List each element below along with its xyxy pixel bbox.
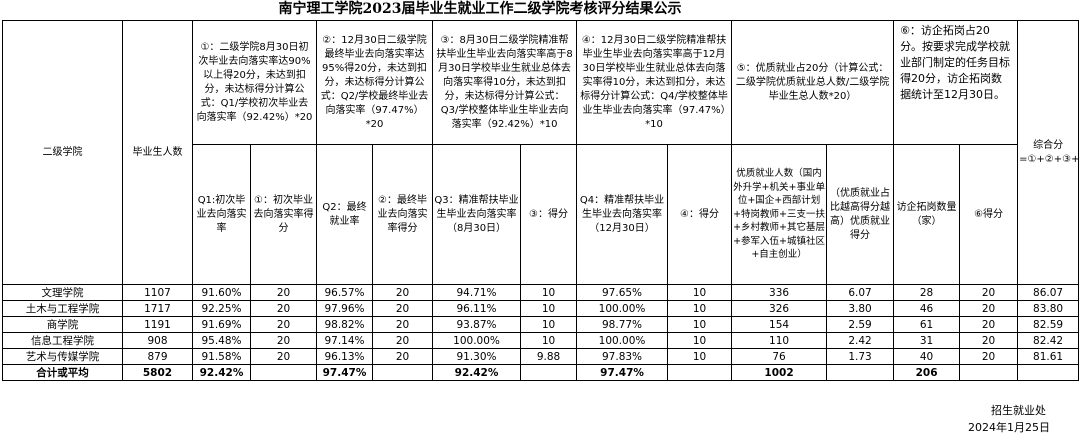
header-s1: ①：初次毕业去向落实率得分: [250, 144, 317, 285]
header-college: 二级学院: [2, 20, 123, 285]
header-total: 综合分=①+②+③+④+⑤+⑥: [1017, 20, 1080, 285]
table-row: 商学院 1191 91.69% 20 98.82% 20 93.87% 10 9…: [2, 316, 1080, 333]
header-rule-5: ⑤：优质就业占20分（计算公式：二级学院优质就业总人数/二级学院毕业生总人数*2…: [731, 20, 895, 145]
header-rule-4: ④：12月30日二级学院精准帮扶毕业生毕业去向落实率高于12月30日学校毕业生就…: [576, 20, 733, 145]
footer-date: 2024年1月25日: [968, 421, 1050, 434]
header-q1: Q1:初次毕业去向落实率: [192, 144, 251, 285]
header-s2: ②：最终毕业去向落实率得分: [371, 144, 434, 285]
header-q4: Q4：精准帮扶毕业生毕业去向落实率（12月30日）: [576, 144, 669, 285]
footer-unit: 招生就业处: [991, 404, 1046, 417]
header-rule-1: ①：二级学院8月30日初次毕业去向落实率达90%以上得20分，未达到扣分，未达标…: [192, 20, 317, 145]
header-q5: 优质就业人数（国内外升学+机关+事业单位+国企+西部计划+特岗教师+三支一扶+乡…: [731, 144, 828, 285]
table-row: 信息工程学院 908 95.48% 20 97.14% 20 100.00% 1…: [2, 332, 1080, 349]
page-title: 南宁理工学院2023届毕业生就业工作二级学院考核评分结果公示: [278, 1, 682, 17]
table-row: 土木与工程学院 1717 92.25% 20 97.96% 20 96.11% …: [2, 300, 1080, 317]
table-row: 文理学院 1107 91.60% 20 96.57% 20 94.71% 10 …: [2, 284, 1080, 301]
header-grads: 毕业生人数: [122, 20, 193, 285]
totals-label: 合计或平均: [2, 364, 123, 381]
score-table: 二级学院 毕业生人数 ①：二级学院8月30日初次毕业去向落实率达90%以上得20…: [2, 20, 1080, 381]
header-q3: Q3：精准帮扶毕业生毕业去向落实率（8月30日）: [432, 144, 522, 285]
header-rule-2: ②：12月30日二级学院最终毕业去向落实率达95%得20分，未达到扣分，未达标得…: [315, 20, 434, 145]
header-q6: 访企拓岗数量（家）: [893, 144, 961, 285]
header-q2: Q2：最终就业率: [316, 144, 373, 285]
header-r5: （优质就业占比越高得分越高）优质就业得分: [826, 144, 895, 285]
table-row: 艺术与传媒学院 879 91.58% 20 96.13% 20 91.30% 9…: [2, 348, 1080, 365]
totals-row: 合计或平均 5802 92.42% 97.47% 92.42% 97.47% 1…: [2, 364, 1080, 381]
header-s3: ③：得分: [520, 144, 578, 285]
header-s4: ④：得分: [667, 144, 733, 285]
header-rule-6: ⑥：访企拓岗占20分。按要求完成学校就业部门制定的任务目标得20分，访企拓岗数据…: [893, 20, 1019, 145]
header-s6: ⑥得分: [959, 144, 1019, 285]
header-rule-3: ③：8月30日二级学院精准帮扶毕业生毕业去向落实率高于8月30日学校毕业生就业总…: [432, 20, 578, 145]
